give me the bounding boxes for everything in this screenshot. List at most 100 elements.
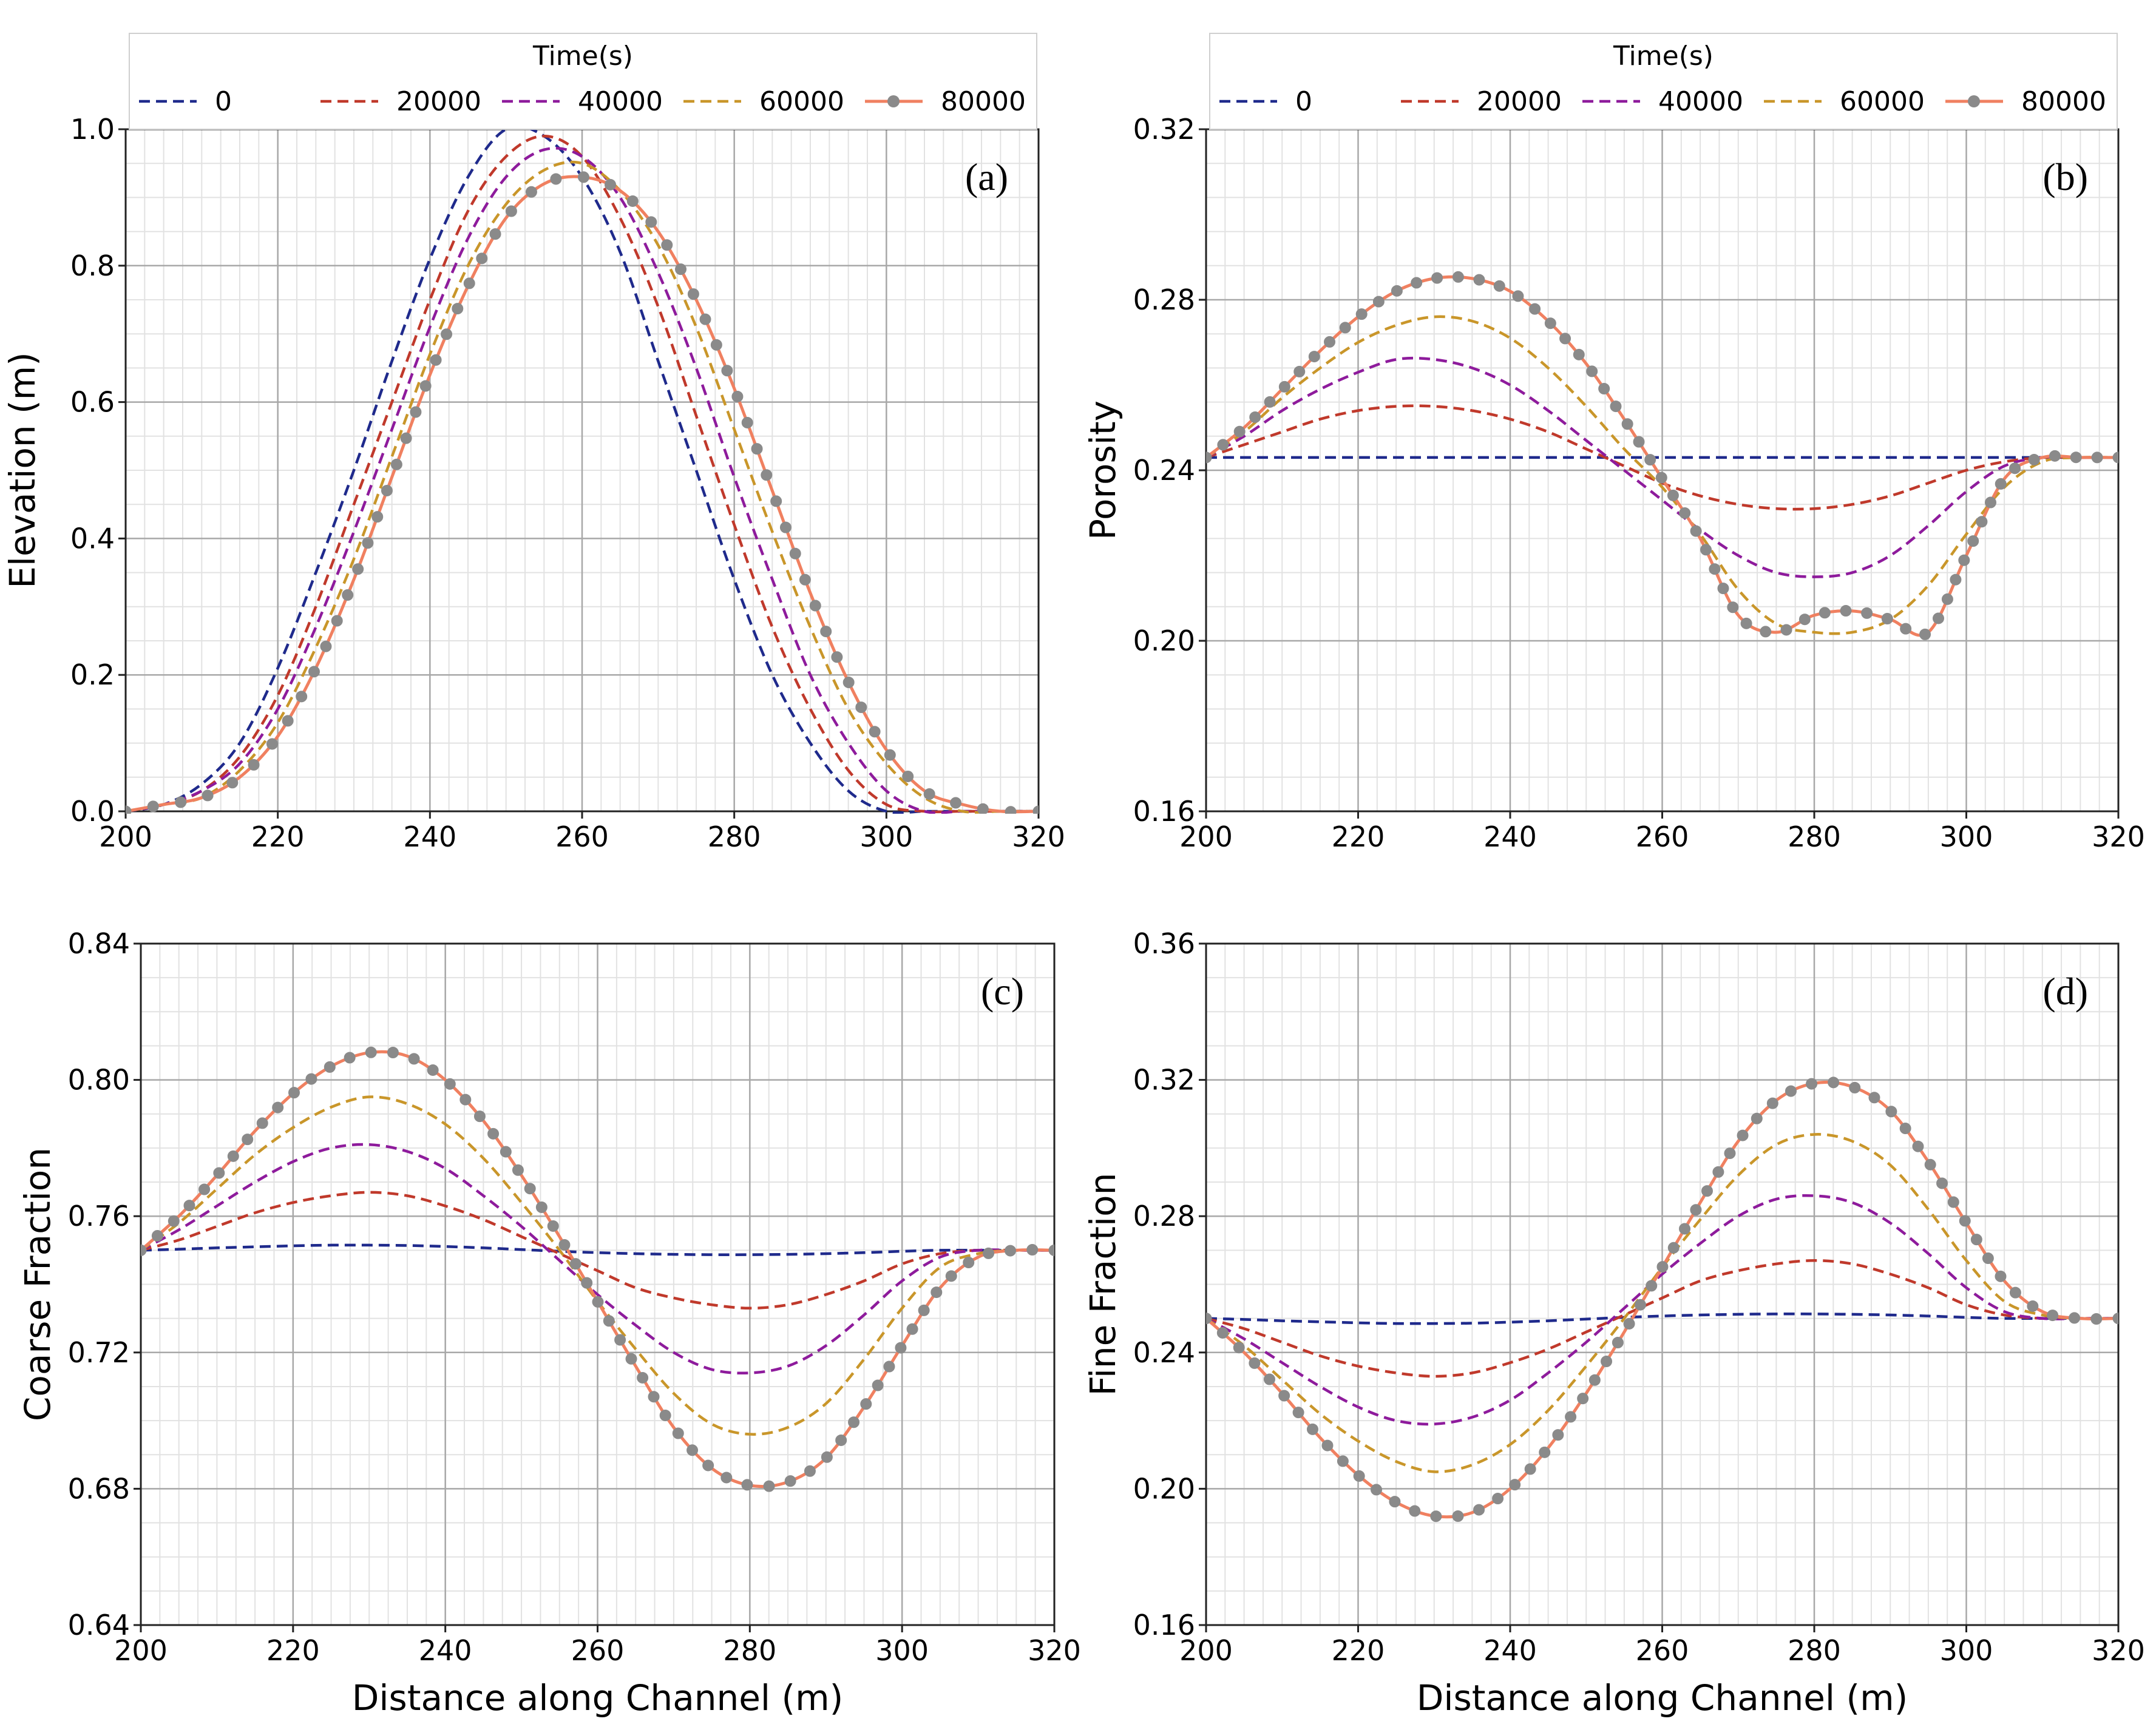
y-tick-label: 0.28	[1133, 283, 1195, 316]
data-point	[789, 547, 801, 559]
data-point	[835, 1434, 847, 1446]
chart-panel-b: 200 220 240 260 280 300 320 0.16 0.20 0.24 0.28 0.3…	[1082, 113, 2145, 853]
panel-label: (b)	[2042, 155, 2088, 198]
data-point	[1409, 1505, 1421, 1517]
data-point	[842, 676, 855, 688]
data-point	[1293, 365, 1306, 377]
data-point	[1539, 1446, 1551, 1458]
data-point	[1355, 308, 1368, 320]
data-point	[331, 615, 343, 627]
y-tick-label: 0.68	[68, 1472, 130, 1505]
data-point	[1709, 563, 1721, 575]
x-tick-label: 280	[723, 1634, 776, 1667]
data-point	[419, 380, 432, 392]
x-tick-label: 240	[403, 820, 456, 853]
y-tick-label: 0.32	[1133, 113, 1195, 146]
data-point	[923, 788, 935, 800]
data-point	[1391, 285, 1403, 297]
data-point	[324, 1061, 336, 1073]
legend-entry-label: 0	[1295, 86, 1312, 117]
data-point	[1509, 1479, 1521, 1491]
data-point	[1995, 478, 2007, 490]
data-point	[1724, 1147, 1736, 1160]
series-line-20000	[141, 1191, 1054, 1310]
data-point	[1324, 336, 1336, 348]
chart-panel-a: 200 220 240 260 280 300 320 0.0 0.2 0.4 0.6 0.8 1.0 E…	[2, 113, 1065, 853]
legend-entry-label: 80000	[941, 86, 1026, 117]
data-point	[1217, 439, 1229, 451]
data-point	[855, 701, 867, 714]
y-tick-label: 0.6	[70, 386, 115, 419]
data-point	[1712, 1166, 1724, 1178]
data-point	[1932, 612, 1944, 624]
data-point	[625, 1353, 637, 1365]
data-point	[883, 1360, 895, 1373]
data-point	[614, 1334, 626, 1346]
legend-box	[1209, 33, 2118, 130]
data-point	[2069, 1312, 2081, 1324]
y-tick-label: 0.64	[68, 1609, 130, 1641]
data-point	[1760, 626, 1772, 638]
data-point	[1473, 1504, 1485, 1516]
data-point	[672, 1427, 684, 1439]
data-point	[1371, 1484, 1383, 1496]
data-point	[645, 216, 657, 228]
data-point	[860, 1398, 872, 1410]
data-point	[320, 640, 332, 652]
data-point	[2112, 451, 2118, 464]
data-point	[1216, 1327, 1229, 1339]
data-point	[686, 1444, 699, 1456]
data-point	[784, 1475, 796, 1487]
data-point	[272, 1101, 284, 1114]
data-point	[1861, 607, 1873, 619]
data-point	[1936, 1177, 1948, 1189]
panel-label: (d)	[2042, 970, 2088, 1013]
y-tick-label: 0.80	[68, 1064, 130, 1097]
data-point	[1559, 333, 1571, 345]
data-point	[1586, 365, 1598, 377]
data-point	[569, 1258, 581, 1270]
data-point	[872, 1379, 884, 1391]
data-point	[408, 1053, 420, 1065]
x-tick-label: 300	[1940, 820, 1993, 853]
data-point	[799, 573, 811, 586]
x-tick-label: 300	[859, 820, 913, 853]
series-line-20000	[1206, 1259, 2118, 1378]
data-point	[1995, 1270, 2007, 1282]
data-point	[648, 1391, 660, 1403]
data-point	[1524, 1463, 1536, 1475]
data-point	[592, 1296, 604, 1308]
y-tick-label: 0.8	[70, 249, 115, 282]
x-axis-label: Distance along Channel (m)	[1417, 1677, 1908, 1719]
data-point	[902, 770, 914, 782]
data-point	[1048, 1244, 1054, 1256]
data-point	[2027, 1300, 2039, 1312]
series-line-60000	[1206, 1133, 2118, 1473]
data-point	[831, 651, 843, 663]
x-tick-label: 320	[1012, 820, 1065, 853]
data-point	[1634, 1299, 1646, 1311]
data-point	[288, 1087, 300, 1099]
data-point	[821, 1451, 833, 1463]
data-point	[151, 1230, 163, 1242]
data-point	[603, 1315, 615, 1327]
data-point	[365, 1046, 377, 1058]
data-point	[1353, 1470, 1365, 1482]
series-group	[1206, 271, 2118, 640]
data-point	[1785, 1085, 1797, 1097]
data-point	[1919, 628, 1931, 640]
x-tick-label: 220	[266, 1634, 320, 1667]
data-point	[1430, 1510, 1442, 1523]
x-tick-label: 260	[1636, 820, 1689, 853]
data-point	[2070, 451, 2082, 464]
legend-entry-label: 20000	[396, 86, 481, 117]
legend: Time(s) 0 20000 40000 60000 80000	[129, 33, 1037, 130]
x-tick-label: 260	[571, 1634, 625, 1667]
y-tick-label: 0.20	[1133, 624, 1195, 657]
data-point	[183, 1200, 195, 1212]
y-tick-label: 0.24	[1133, 454, 1195, 487]
data-point	[731, 390, 744, 402]
series-line-40000	[126, 146, 1039, 814]
data-point	[1473, 274, 1485, 286]
data-point	[983, 1247, 995, 1259]
